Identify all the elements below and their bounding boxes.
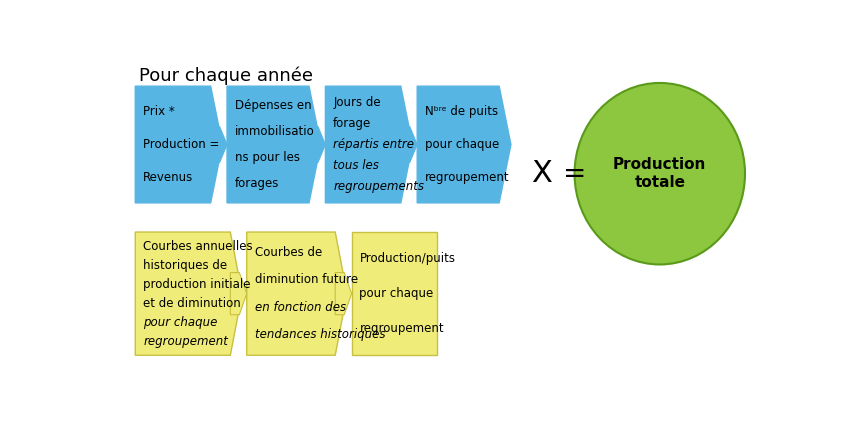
Polygon shape — [247, 232, 347, 355]
Ellipse shape — [574, 83, 745, 264]
Polygon shape — [401, 127, 417, 163]
Text: Pour chaque année: Pour chaque année — [139, 67, 312, 85]
Text: diminution future: diminution future — [255, 274, 358, 286]
Polygon shape — [230, 272, 247, 315]
Text: en fonction des: en fonction des — [255, 301, 346, 314]
Text: pour chaque: pour chaque — [425, 138, 499, 151]
Text: totale: totale — [634, 175, 685, 190]
Polygon shape — [309, 127, 326, 163]
Text: pour chaque: pour chaque — [143, 316, 217, 328]
Text: production initiale: production initiale — [143, 278, 250, 290]
Text: regroupement: regroupement — [425, 171, 509, 184]
Text: X: X — [531, 159, 552, 188]
Polygon shape — [135, 232, 242, 355]
Polygon shape — [227, 86, 321, 203]
Text: Revenus: Revenus — [143, 171, 194, 184]
Text: Prix *: Prix * — [143, 105, 175, 118]
Polygon shape — [135, 86, 222, 203]
Polygon shape — [417, 86, 511, 203]
Polygon shape — [326, 86, 413, 203]
Text: regroupements: regroupements — [333, 181, 424, 194]
Text: Courbes de: Courbes de — [255, 246, 321, 259]
Text: et de diminution: et de diminution — [143, 297, 241, 309]
Text: forages: forages — [235, 177, 279, 190]
Polygon shape — [211, 127, 227, 163]
Text: regroupement: regroupement — [143, 335, 228, 347]
Text: Production: Production — [613, 157, 706, 172]
Text: pour chaque: pour chaque — [360, 287, 434, 300]
Text: regroupement: regroupement — [360, 322, 444, 336]
Text: répartis entre: répartis entre — [333, 138, 415, 151]
Text: Courbes annuelles: Courbes annuelles — [143, 240, 253, 253]
Text: Jours de: Jours de — [333, 96, 381, 109]
Text: ns pour les: ns pour les — [235, 151, 300, 164]
Polygon shape — [335, 272, 352, 315]
Text: tendances historiques: tendances historiques — [255, 328, 385, 341]
Text: historiques de: historiques de — [143, 259, 228, 272]
Text: immobilisatio: immobilisatio — [235, 125, 315, 138]
Text: Nᵇʳᵉ de puits: Nᵇʳᵉ de puits — [425, 105, 498, 118]
Text: Dépenses en: Dépenses en — [235, 99, 311, 112]
Text: =: = — [563, 160, 586, 188]
Text: tous les: tous les — [333, 159, 379, 172]
Text: forage: forage — [333, 117, 371, 130]
Polygon shape — [352, 232, 437, 355]
Text: Production/puits: Production/puits — [360, 252, 455, 265]
Text: Production =: Production = — [143, 138, 219, 151]
